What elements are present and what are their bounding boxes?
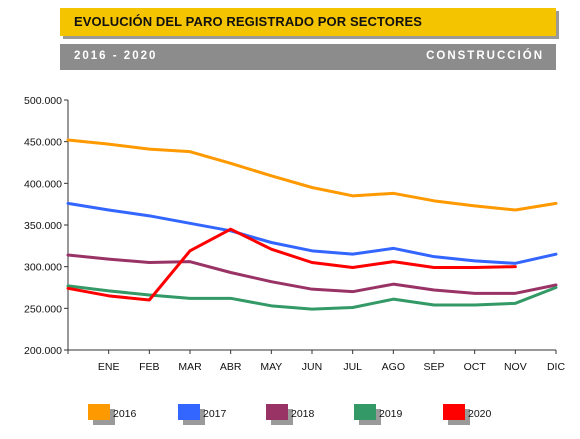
legend-swatch-2019 [354, 404, 376, 420]
y-tick-label: 250.000 [24, 303, 62, 315]
legend-label-2017: 2017 [203, 408, 227, 420]
series-lines [66, 138, 558, 311]
legend-label-2016: 2016 [113, 408, 137, 420]
x-tick-label: NOV [504, 361, 527, 373]
period-label: 2016 - 2020 [74, 50, 158, 62]
legend-swatch-2018 [266, 404, 288, 420]
series-line-2018 [66, 253, 558, 295]
title-banner: EVOLUCIÓN DEL PARO REGISTRADO POR SECTOR… [60, 8, 556, 36]
subtitle-bar: 2016 - 2020 CONSTRUCCIÓN [60, 44, 556, 70]
legend-label-2020: 2020 [468, 408, 492, 420]
y-tick-label: 200.000 [24, 345, 62, 357]
legend-label-2018: 2018 [291, 408, 315, 420]
series-line-2017 [66, 201, 558, 265]
y-tick-label: 350.000 [24, 220, 62, 232]
series-line-2019 [66, 284, 558, 311]
y-tick-labels: 200.000 250.000 300.000 350.000 400.000 450.0… [24, 95, 62, 357]
y-tick-label: 300.000 [24, 262, 62, 274]
x-tick-label: FEB [139, 361, 159, 373]
x-tick-label: MAR [178, 361, 202, 373]
x-tick-label: MAY [260, 361, 282, 373]
axes [64, 99, 557, 354]
x-tick-label: ENE [98, 361, 120, 373]
x-tick-label: AGO [382, 361, 405, 373]
y-tick-label: 500.000 [24, 95, 62, 107]
y-tick-label: 450.000 [24, 137, 62, 149]
chart-title: EVOLUCIÓN DEL PARO REGISTRADO POR SECTOR… [74, 14, 423, 29]
x-tick-label: SEP [423, 361, 444, 373]
x-tick-label: ABR [220, 361, 242, 373]
x-tick-label: DIC [547, 361, 566, 373]
sector-label: CONSTRUCCIÓN [426, 50, 544, 62]
y-tick-label: 400.000 [24, 178, 62, 190]
x-tick-label: JUL [343, 361, 362, 373]
x-tick-label: JUN [302, 361, 322, 373]
x-tick-labels: ENE FEB MAR ABR MAY JUN JUL AGO SEP OCT NOV DIC [98, 361, 566, 373]
legend: 2016 2017 2018 2019 2020 [88, 404, 492, 425]
x-tick-label: OCT [464, 361, 487, 373]
legend-label-2019: 2019 [379, 408, 403, 420]
legend-swatch-2016 [88, 404, 110, 420]
series-line-2016 [66, 138, 558, 212]
series-line-2020 [66, 227, 517, 302]
legend-swatch-2017 [178, 404, 200, 420]
legend-swatch-2020 [443, 404, 465, 420]
